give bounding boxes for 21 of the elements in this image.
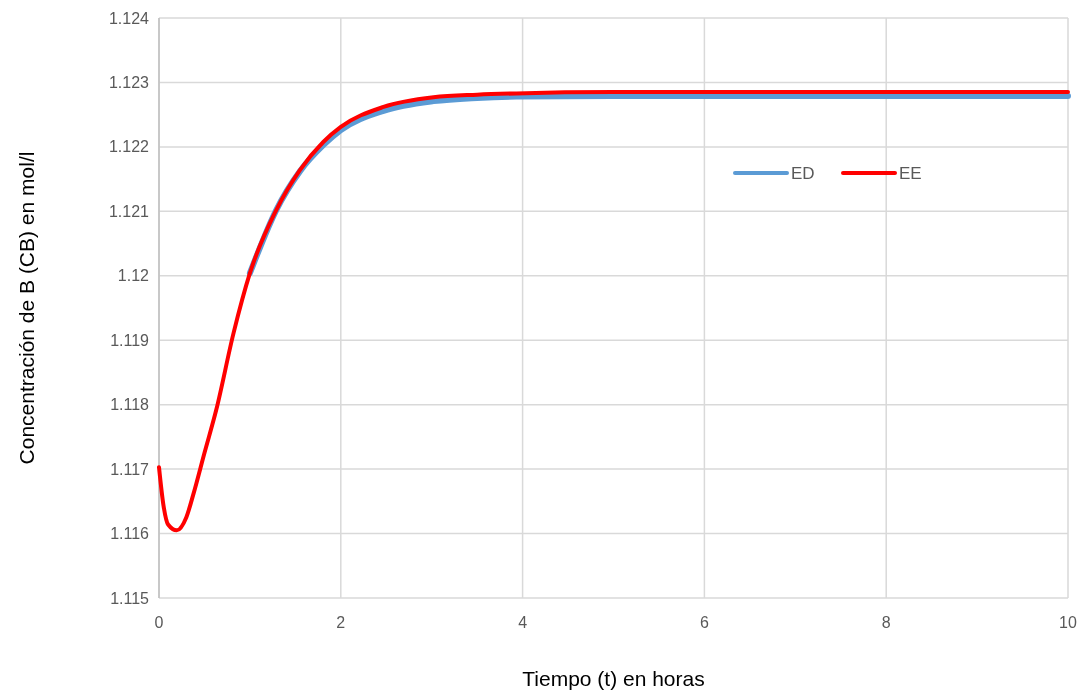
x-tick-label: 6 bbox=[699, 614, 709, 631]
line-series bbox=[157, 90, 1070, 533]
y-tick-label: 1.118 bbox=[110, 396, 150, 414]
y-tick-label: 1.115 bbox=[110, 589, 150, 607]
x-tick-label: 4 bbox=[518, 614, 528, 631]
x-axis-title: Tiempo (t) en horas bbox=[522, 667, 705, 690]
legend-label: ED bbox=[791, 163, 815, 183]
x-tick-label: 2 bbox=[336, 614, 346, 631]
y-tick-label: 1.121 bbox=[108, 202, 150, 220]
y-axis-title: Concentración de B (CB) en mol/l bbox=[15, 151, 38, 465]
y-tick-label: 1.117 bbox=[110, 460, 150, 478]
y-tick-label: 1.123 bbox=[108, 74, 150, 92]
x-tick-label: 10 bbox=[1059, 614, 1077, 631]
y-tick-label: 1.119 bbox=[110, 331, 150, 349]
x-tick-label: 8 bbox=[881, 614, 891, 631]
legend-label: EE bbox=[899, 163, 922, 183]
x-tick-label: 0 bbox=[154, 614, 164, 631]
y-tick-label: 1.122 bbox=[108, 138, 150, 156]
y-tick-label: 1.116 bbox=[110, 525, 150, 543]
y-tick-label: 1.12 bbox=[117, 267, 150, 285]
y-tick-label: 1.124 bbox=[108, 9, 150, 27]
